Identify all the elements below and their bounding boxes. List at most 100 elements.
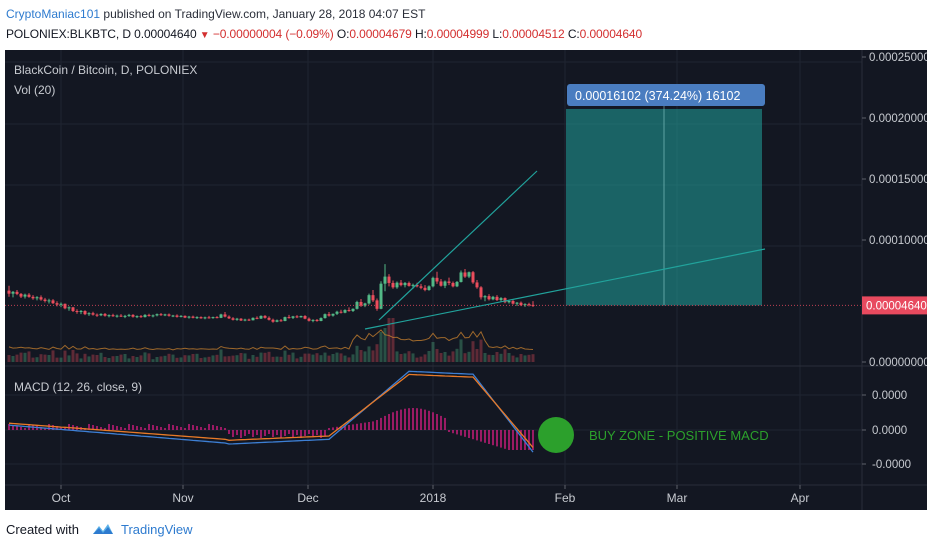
candle-body (327, 314, 331, 316)
volume-bar (503, 349, 507, 362)
candle-body (91, 313, 95, 315)
author-link[interactable]: CryptoManiac101 (6, 7, 101, 21)
volume-bar (75, 353, 79, 362)
candle-body (183, 315, 187, 318)
candle-body (515, 302, 519, 304)
candle-body (255, 317, 259, 319)
candle-body (459, 272, 463, 282)
high-label: H: (414, 27, 427, 41)
volume-bar (11, 356, 15, 362)
volume-bar (523, 355, 527, 362)
candle-body (503, 298, 507, 303)
candle-body (95, 314, 99, 316)
candle-body (415, 284, 419, 287)
volume-bar (183, 355, 187, 362)
volume-bar (155, 357, 159, 362)
tradingview-brand[interactable]: TradingView (120, 521, 193, 537)
volume-bar (67, 355, 71, 362)
candle-body (223, 314, 227, 317)
candle-body (447, 281, 451, 283)
candle-body (19, 293, 23, 297)
volume-bar (71, 350, 75, 362)
volume-bar (167, 353, 171, 362)
volume-bar (131, 356, 135, 362)
candle-body (55, 303, 59, 305)
candle-body (343, 310, 347, 313)
volume-bar (159, 356, 163, 362)
candle-body (187, 316, 191, 318)
candle-body (39, 297, 43, 300)
candle-body (127, 314, 131, 316)
candle-body (71, 307, 75, 312)
volume-bar (55, 357, 59, 362)
volume-bar (455, 348, 459, 362)
chart-panel[interactable]: 0.00016102 (374.24%) 16102 BUY ZONE - POS… (5, 50, 927, 510)
candle-body (207, 317, 211, 319)
volume-bar (427, 351, 431, 362)
volume-bar (287, 354, 291, 362)
volume-bar (335, 352, 339, 362)
candle-body (131, 314, 135, 317)
volume-bar (191, 354, 195, 362)
candle-body (83, 311, 87, 315)
price-axis-label: 0.00015000 (869, 174, 927, 186)
volume-bar (439, 353, 443, 362)
trend-line-shallow (364, 248, 766, 330)
volume-bar (31, 357, 35, 362)
volume-bar (247, 358, 251, 362)
chart-canvas[interactable]: 0.00016102 (374.24%) 16102 BUY ZONE - POS… (5, 50, 927, 510)
candle-body (375, 300, 379, 309)
volume-bar (483, 353, 487, 362)
footer: Created with TradingView (6, 521, 193, 537)
volume-bar (87, 356, 91, 362)
volume-bar (123, 354, 127, 362)
candle-body (323, 314, 327, 319)
volume-bar (203, 357, 207, 362)
volume-bar (295, 358, 299, 362)
candle-body (79, 311, 83, 313)
volume-bar (35, 357, 39, 362)
price-axis-label: 0.00010000 (869, 235, 927, 247)
volume-bar (327, 355, 331, 362)
candle-body (331, 313, 335, 316)
candle-body (291, 316, 295, 318)
volume-bar (263, 352, 267, 362)
signal-line (8, 373, 534, 448)
candle-body (139, 316, 143, 318)
volume-bar (475, 349, 479, 362)
candle-body (487, 296, 491, 300)
volume-bar (431, 342, 435, 362)
candle-body (275, 320, 279, 322)
volume-bar (95, 355, 99, 362)
candle-body (311, 319, 315, 321)
volume-bar (311, 354, 315, 362)
candle-body (463, 272, 467, 277)
volume-bar (47, 355, 51, 362)
candle-body (219, 314, 223, 318)
candle-body (395, 282, 399, 288)
candle-body (379, 283, 383, 309)
candle-body (259, 315, 263, 319)
volume-bar (531, 354, 535, 362)
candle-body (363, 303, 367, 306)
volume-bar (239, 353, 243, 362)
volume-bar (479, 339, 483, 362)
price-axis-label: 0.00025000 (869, 52, 927, 64)
candle-body (479, 287, 483, 298)
volume-bar (519, 354, 523, 362)
candle-body (107, 315, 111, 317)
candle-body (299, 316, 303, 318)
volume-bar (147, 353, 151, 362)
volume-bar (351, 354, 355, 362)
volume-bar (15, 354, 19, 362)
volume-bar (443, 352, 447, 362)
candle-body (135, 316, 139, 318)
time-axis-label: Dec (297, 491, 318, 505)
candle-body (159, 314, 163, 316)
price-axis-label: 0.00020000 (869, 113, 927, 125)
volume-bar (487, 354, 491, 362)
candle-body (399, 282, 403, 286)
candle-body (303, 316, 307, 319)
candle-body (239, 318, 243, 321)
volume-bar (143, 352, 147, 362)
